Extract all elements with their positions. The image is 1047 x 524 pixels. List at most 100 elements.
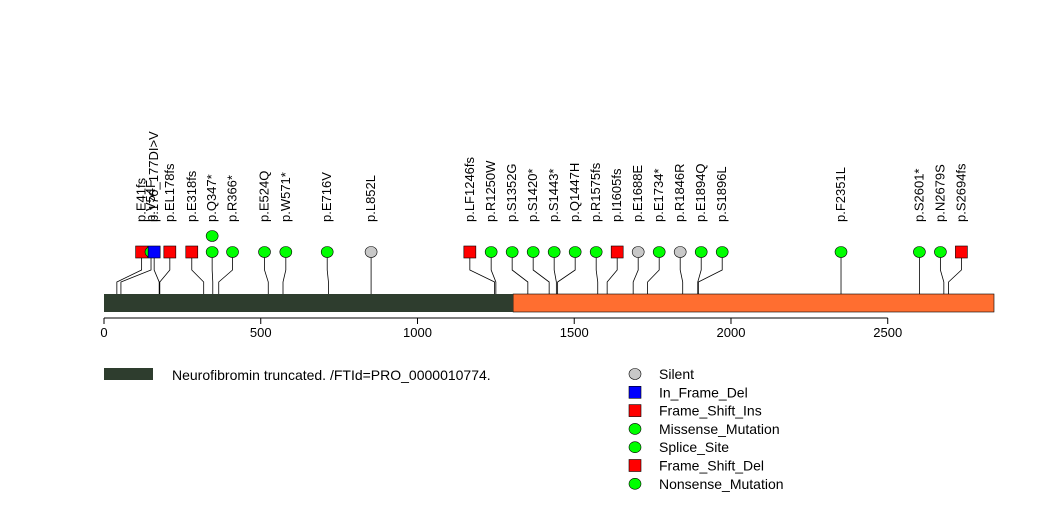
mutation-needle bbox=[116, 252, 143, 294]
mutation-label: p.E524Q bbox=[257, 171, 272, 222]
mutation-label: p.LF1246fs bbox=[462, 156, 477, 222]
mutation-needle bbox=[553, 252, 557, 294]
mutation-needle bbox=[159, 252, 171, 294]
mutation-markers bbox=[135, 230, 968, 259]
mutation-label: p.V54F bbox=[143, 180, 158, 222]
mutation-marker bbox=[226, 246, 239, 258]
legend-swatch bbox=[628, 368, 642, 380]
legend-swatch bbox=[628, 477, 642, 490]
mutation-label: p.EL178fs bbox=[162, 163, 177, 222]
mutation-needle bbox=[679, 252, 684, 294]
mutation-marker bbox=[694, 246, 708, 258]
mutation-needle bbox=[264, 252, 269, 294]
protein-backbone bbox=[512, 293, 995, 313]
mutation-label: p.S2601* bbox=[911, 169, 926, 223]
mutation-needle bbox=[511, 252, 529, 294]
mutation-label: p.E1894Q bbox=[693, 163, 708, 222]
mutation-needle bbox=[697, 252, 723, 294]
mutation-marker bbox=[279, 246, 293, 258]
mutation-needles bbox=[116, 252, 962, 294]
mutation-marker bbox=[463, 245, 477, 259]
mutation-marker bbox=[320, 246, 334, 258]
mutation-label: p.Q347* bbox=[204, 174, 219, 222]
mutation-needle bbox=[120, 252, 152, 294]
mutation-label: p.176_177DI>V bbox=[146, 131, 161, 222]
legend-label: Frame_Shift_Del bbox=[659, 458, 764, 474]
mutation-needle bbox=[326, 252, 329, 294]
mutation-marker bbox=[715, 246, 729, 258]
mutation-marker bbox=[484, 246, 498, 258]
mutation-marker bbox=[955, 245, 968, 259]
x-axis-tick-label: 500 bbox=[250, 325, 272, 340]
legend-label: Nonsense_Mutation bbox=[659, 476, 784, 492]
mutation-label: p.R1250W bbox=[483, 160, 498, 222]
mutation-needle bbox=[948, 252, 962, 294]
mutation-label: p.E318fs bbox=[184, 170, 199, 222]
x-axis: 0 500 1000 1500 2000 2500 bbox=[100, 317, 902, 340]
mutation-label: p.N2679S bbox=[932, 164, 947, 222]
legend-label: In_Frame_Del bbox=[659, 384, 748, 400]
mutation-label: p.L852L bbox=[363, 175, 378, 222]
legend-label: Splice_Site bbox=[659, 439, 729, 455]
mutation-marker bbox=[205, 230, 219, 242]
mutation-marker bbox=[258, 246, 271, 258]
mutation-label: p.R1575fs bbox=[588, 162, 603, 222]
x-axis-tick-label: 1000 bbox=[403, 325, 432, 340]
mutation-marker bbox=[185, 245, 199, 259]
mutation-needle bbox=[490, 252, 497, 294]
domain-neurofibromin bbox=[104, 294, 514, 312]
legend-swatch bbox=[628, 385, 642, 399]
mutation-needle bbox=[211, 252, 214, 294]
legend-label: Missense_Mutation bbox=[659, 421, 780, 437]
mutation-label: p.W571* bbox=[278, 172, 293, 222]
mutation-label: p.E1688E bbox=[630, 165, 645, 222]
mutation-marker bbox=[610, 245, 624, 259]
mutation-needle bbox=[153, 252, 160, 294]
mutation-marker bbox=[652, 246, 666, 258]
mutation-needle bbox=[557, 252, 576, 294]
domain-legend: Neurofibromin truncated. /FTId=PRO_00000… bbox=[104, 367, 491, 383]
mutation-marker bbox=[547, 246, 561, 258]
mutation-label: p.E41fs bbox=[134, 177, 149, 222]
mutation-marker bbox=[589, 246, 603, 258]
mutation-marker bbox=[934, 246, 947, 258]
domain-legend-label: Neurofibromin truncated. /FTId=PRO_00000… bbox=[172, 367, 491, 383]
mutation-marker bbox=[568, 246, 582, 258]
mutation-needle bbox=[595, 252, 599, 294]
x-axis-tick-label: 2000 bbox=[717, 325, 746, 340]
mutation-needle bbox=[632, 252, 639, 294]
mutation-label: p.R366* bbox=[225, 175, 240, 222]
mutation-type-legend: Silent In_Frame_Del Frame_Shift_Ins Missens… bbox=[628, 366, 784, 492]
mutation-needle bbox=[191, 252, 205, 294]
mutation-marker bbox=[505, 246, 519, 258]
mutation-needle bbox=[606, 252, 618, 294]
mutation-label: p.R1846R bbox=[672, 163, 687, 222]
mutation-label: p.E1734* bbox=[651, 169, 666, 223]
legend-label: Silent bbox=[659, 366, 694, 382]
mutation-marker bbox=[205, 246, 219, 258]
mutation-needle bbox=[697, 252, 702, 294]
legend-swatch bbox=[628, 459, 642, 472]
legend-swatch bbox=[628, 423, 642, 435]
mutation-needle bbox=[218, 252, 233, 294]
mutation-needle bbox=[532, 252, 550, 294]
mutation-marker bbox=[673, 246, 687, 258]
mutation-label: p.S1420* bbox=[525, 169, 540, 223]
mutation-needle bbox=[282, 252, 287, 294]
legend-swatch bbox=[628, 404, 642, 417]
mutation-marker bbox=[526, 246, 540, 258]
mutation-label: p.S1352G bbox=[504, 163, 519, 222]
mutation-needle bbox=[469, 252, 496, 294]
mutation-marker bbox=[163, 245, 177, 259]
x-axis-tick-label: 1500 bbox=[560, 325, 589, 340]
mutation-needle bbox=[647, 252, 660, 294]
mutation-marker bbox=[834, 246, 848, 258]
mutation-label: p.S1896L bbox=[714, 166, 729, 222]
mutation-label: p.Q1447H bbox=[567, 163, 582, 222]
x-axis-tick-label: 2500 bbox=[873, 325, 902, 340]
mutation-marker bbox=[631, 246, 645, 258]
mutation-needle bbox=[939, 252, 945, 294]
mutation-label: p.S2694fs bbox=[953, 163, 968, 222]
protein-track bbox=[104, 293, 995, 313]
